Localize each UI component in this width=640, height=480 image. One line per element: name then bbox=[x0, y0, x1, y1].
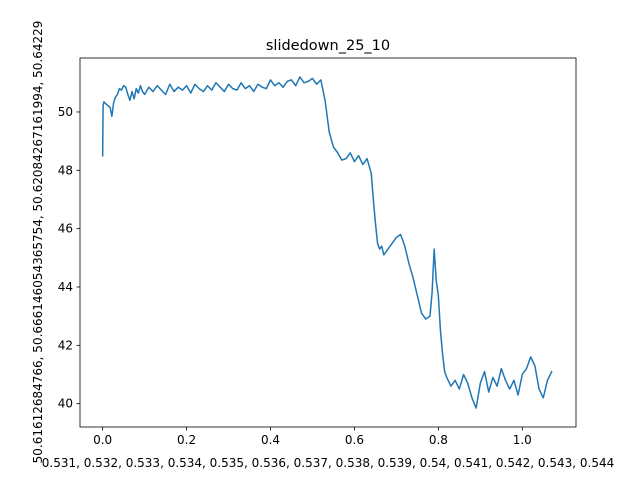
axes-frame bbox=[79, 57, 577, 428]
x-tick-label: 1.0 bbox=[513, 433, 532, 447]
x-axis-label: 0.531, 0.532, 0.533, 0.534, 0.535, 0.536… bbox=[42, 456, 615, 470]
y-axis: 40 42 44 46 48 50 bbox=[58, 105, 80, 411]
series-line bbox=[101, 76, 553, 409]
y-axis-label: 50.61612684766, 50.66614605436575‌4, 50.… bbox=[31, 21, 45, 464]
y-tick-label: 44 bbox=[58, 280, 73, 294]
x-tick-label: 0.6 bbox=[345, 433, 364, 447]
chart-title: slidedown_25_10 bbox=[266, 38, 390, 54]
x-tick-label: 0.4 bbox=[261, 433, 280, 447]
y-tick-label: 42 bbox=[58, 338, 73, 352]
y-tick-label: 50 bbox=[58, 105, 73, 119]
x-tick-label: 0.0 bbox=[93, 433, 112, 447]
plot-area bbox=[79, 57, 577, 428]
y-tick-label: 40 bbox=[58, 397, 73, 411]
x-tick-label: 0.2 bbox=[177, 433, 196, 447]
y-tick-label: 48 bbox=[58, 163, 73, 177]
x-tick-label: 0.8 bbox=[429, 433, 448, 447]
y-tick-label: 46 bbox=[58, 222, 73, 236]
x-axis: 0.0 0.2 0.4 0.6 0.8 1.0 bbox=[93, 427, 532, 447]
